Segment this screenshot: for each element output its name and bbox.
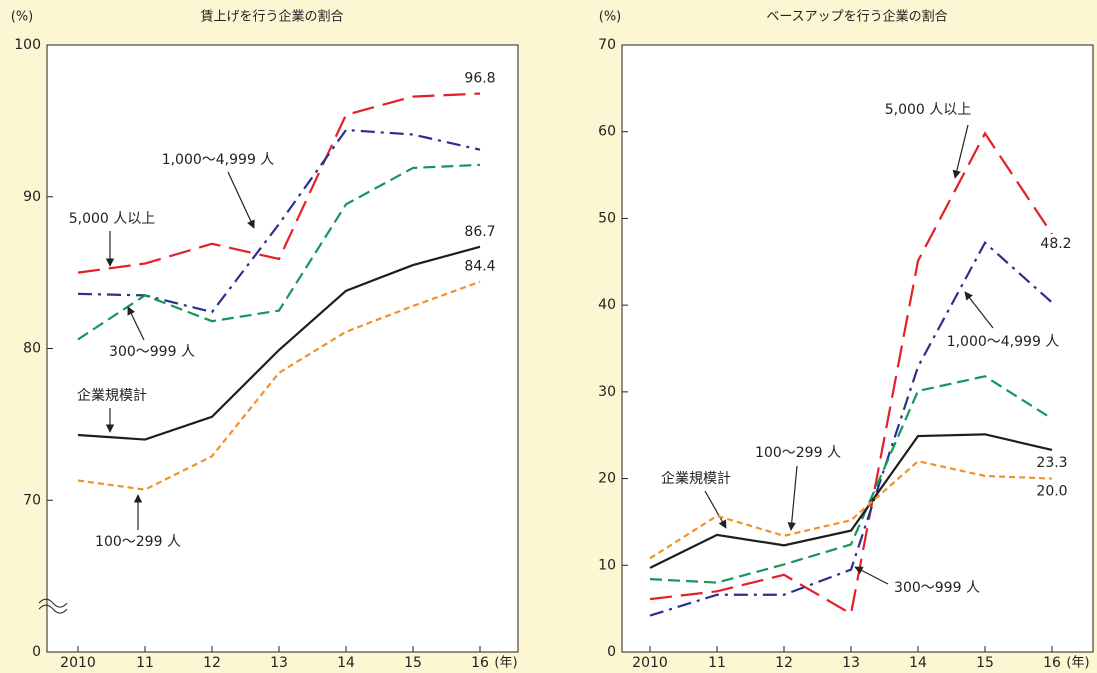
series-annotation: 企業規模計 bbox=[661, 470, 731, 487]
x-axis-label: (年) bbox=[1066, 656, 1089, 671]
y-tick-label: 40 bbox=[598, 297, 616, 313]
plot-area bbox=[621, 44, 1094, 653]
series-annotation: 300～999 人 bbox=[109, 344, 195, 360]
series-line bbox=[649, 460, 1053, 560]
y-axis-label: (%) bbox=[599, 10, 622, 25]
x-tick-label: 14 bbox=[909, 655, 927, 671]
axis-break bbox=[38, 598, 68, 608]
y-tick-label: 60 bbox=[598, 124, 616, 140]
series-line bbox=[77, 92, 481, 274]
y-tick-label: 0 bbox=[32, 644, 41, 660]
value-label: 96.8 bbox=[464, 71, 495, 87]
chart-title: 賃上げを行う企業の割合 bbox=[200, 9, 343, 25]
value-label: 84.4 bbox=[464, 259, 495, 275]
series-line bbox=[77, 163, 481, 341]
series-line bbox=[649, 240, 1053, 617]
series-annotation: 100～299 人 bbox=[95, 534, 181, 550]
series-annotation: 1,000～4,999 人 bbox=[162, 152, 275, 168]
x-axis-label: (年) bbox=[494, 656, 517, 671]
x-tick-label: 11 bbox=[136, 655, 154, 671]
series-annotation: 5,000 人以上 bbox=[69, 211, 156, 227]
annotation-arrow bbox=[854, 566, 889, 585]
x-tick-label: 16 bbox=[1043, 655, 1061, 671]
series-line bbox=[649, 433, 1053, 569]
x-tick-label: 14 bbox=[337, 655, 355, 671]
y-tick-label: 10 bbox=[598, 557, 616, 573]
plot-area bbox=[46, 44, 519, 653]
series-line bbox=[649, 131, 1053, 616]
y-tick-label: 20 bbox=[598, 471, 616, 487]
value-label: 86.7 bbox=[464, 224, 495, 240]
annotation-arrow bbox=[787, 465, 798, 531]
y-tick-label: 70 bbox=[23, 492, 41, 508]
annotation-arrow bbox=[704, 490, 727, 529]
x-tick-label: 2010 bbox=[632, 655, 668, 671]
value-label: 23.3 bbox=[1036, 455, 1067, 471]
series-annotation: 1,000～4,999 人 bbox=[947, 334, 1060, 350]
chart-title: ベースアップを行う企業の割合 bbox=[766, 9, 947, 25]
value-label: 20.0 bbox=[1036, 484, 1067, 500]
annotation-arrow bbox=[964, 291, 994, 329]
annotation-arrow bbox=[952, 124, 969, 179]
annotation-arrow bbox=[227, 171, 255, 229]
x-tick-label: 12 bbox=[203, 655, 221, 671]
x-tick-label: 13 bbox=[842, 655, 860, 671]
series-annotation: 300～999 人 bbox=[894, 580, 980, 596]
value-label: 48.2 bbox=[1040, 236, 1071, 252]
x-tick-label: 16 bbox=[471, 655, 489, 671]
x-tick-label: 15 bbox=[404, 655, 422, 671]
y-tick-label: 50 bbox=[598, 210, 616, 226]
series-line bbox=[77, 245, 481, 441]
y-tick-label: 100 bbox=[14, 37, 41, 53]
x-tick-label: 13 bbox=[270, 655, 288, 671]
series-line bbox=[649, 375, 1053, 584]
x-tick-label: 15 bbox=[976, 655, 994, 671]
y-tick-label: 70 bbox=[598, 37, 616, 53]
y-tick-label: 30 bbox=[598, 384, 616, 400]
y-tick-label: 80 bbox=[23, 341, 41, 357]
series-annotation: 企業規模計 bbox=[77, 387, 147, 404]
x-tick-label: 12 bbox=[775, 655, 793, 671]
y-tick-label: 0 bbox=[607, 644, 616, 660]
series-annotation: 5,000 人以上 bbox=[885, 102, 972, 118]
y-axis-label: (%) bbox=[11, 10, 34, 25]
annotation-arrow bbox=[127, 306, 145, 341]
x-tick-label: 11 bbox=[708, 655, 726, 671]
y-tick-label: 90 bbox=[23, 189, 41, 205]
x-tick-label: 2010 bbox=[60, 655, 96, 671]
series-annotation: 100～299 人 bbox=[755, 445, 841, 461]
axis-break bbox=[38, 604, 68, 614]
